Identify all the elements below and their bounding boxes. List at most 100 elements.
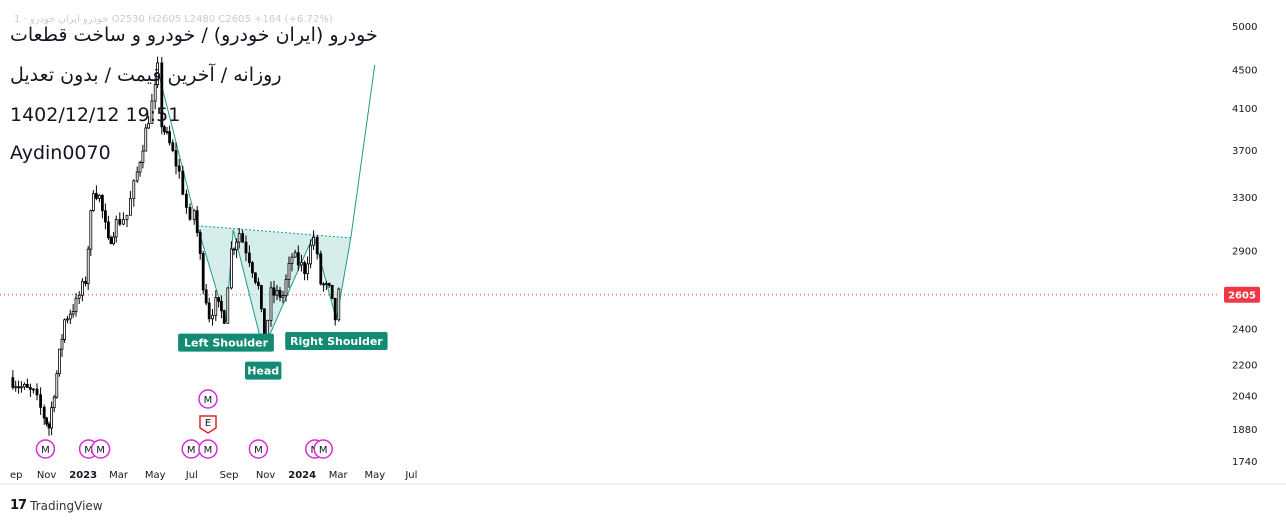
y-tick-label: 1740: [1232, 457, 1257, 468]
last-price-tag: [1224, 286, 1260, 303]
candle-body: [52, 396, 56, 409]
candle-body: [168, 131, 172, 144]
grid: [0, 294, 1286, 485]
candle-body: [74, 297, 78, 312]
candle-body: [17, 386, 20, 389]
candle-body: [293, 252, 297, 258]
candle-body: [269, 287, 273, 321]
candle-body: [71, 311, 75, 315]
last-price-label: 2605: [1228, 291, 1256, 302]
candle-body: [337, 288, 341, 321]
y-tick-label: 3300: [1232, 193, 1257, 204]
candle-body: [22, 383, 26, 388]
y-tick-label: 3700: [1232, 146, 1257, 157]
pattern-label-box: [245, 361, 282, 380]
candle-body: [66, 318, 69, 321]
y-tick-label: 2040: [1232, 391, 1257, 402]
timestamp: 1402/12/12 19:51: [10, 104, 181, 126]
candle-body: [118, 219, 122, 225]
candle-body: [211, 314, 214, 320]
candle-body: [184, 193, 188, 208]
candle-body: [235, 241, 239, 251]
meeting-marker: [198, 389, 218, 409]
meeting-marker: [35, 439, 56, 459]
candle-body: [125, 214, 129, 220]
meeting-marker-label: M: [319, 445, 328, 456]
earnings-marker-label: E: [205, 418, 211, 429]
x-tick-label: May: [145, 470, 166, 481]
candle-body: [309, 244, 313, 265]
candle-body: [290, 256, 294, 264]
candle-body: [287, 262, 291, 280]
candle-body: [217, 297, 221, 302]
candle-body: [135, 171, 139, 182]
candle-body: [101, 194, 104, 212]
y-tick-label: 5000: [1232, 22, 1257, 33]
time-axis[interactable]: ep Nov 2023 Mar May Jul Sep Nov 2024 Mar May Jul: [10, 470, 417, 481]
ohlc-readout: 1 · خودرو ایران خودرو O2530 H2605 L2480 …: [14, 14, 333, 25]
candle-body: [306, 263, 310, 275]
candle-body: [50, 407, 53, 429]
x-tick-label: 2024: [288, 470, 316, 481]
neckline: [197, 225, 351, 239]
candle-body: [333, 297, 337, 321]
pattern-label: Head: [247, 365, 279, 378]
candle-body: [160, 62, 164, 128]
price-axis[interactable]: 5000 4500 4100 3700 3300 2900 2400 2200 2040 1880…: [1224, 22, 1260, 468]
candle-body: [107, 221, 110, 239]
candle-body: [319, 253, 323, 285]
candle-body: [153, 84, 157, 102]
meeting-marker: [90, 439, 111, 459]
pattern-labels: Left Shoulder Head Right Shoulder: [178, 331, 388, 380]
event-markers: MMMMMMEMMM: [35, 389, 333, 459]
candle-body: [28, 387, 32, 390]
candle-body: [278, 289, 282, 298]
x-tick-label: Mar: [329, 470, 349, 481]
candle-body: [201, 253, 205, 291]
pattern-label: Right Shoulder: [290, 335, 383, 348]
candle-body: [322, 283, 326, 286]
candle-body: [241, 233, 245, 243]
candle-body: [58, 348, 61, 375]
candle-body: [89, 210, 93, 250]
candle-body: [281, 295, 285, 298]
candle-body: [232, 248, 236, 251]
candle-body: [138, 162, 142, 173]
meeting-marker-label: M: [41, 445, 50, 456]
candle-body: [174, 150, 178, 167]
candle-body: [214, 297, 218, 316]
candle-body: [144, 127, 148, 152]
candle-body: [68, 313, 72, 320]
candle-body: [177, 165, 181, 172]
candle-body: [259, 285, 263, 310]
candle-body: [181, 170, 185, 195]
candle-body: [300, 262, 303, 266]
x-tick-label: Nov: [256, 470, 276, 481]
candle-body: [55, 373, 59, 398]
candle-body: [229, 248, 233, 289]
candle-body: [222, 310, 226, 324]
y-tick-label: 2900: [1232, 246, 1257, 257]
candle-body: [296, 252, 300, 266]
candle-body: [244, 241, 248, 254]
candle-body: [192, 210, 196, 220]
candle-body: [324, 283, 328, 285]
candle-body: [98, 194, 101, 199]
candle-body: [150, 100, 154, 125]
meeting-marker-label: M: [204, 395, 213, 406]
meeting-marker-label: M: [84, 445, 93, 456]
candle-body: [63, 319, 66, 340]
candle-body: [165, 131, 169, 134]
candle-body: [132, 180, 136, 200]
candle-body: [247, 252, 251, 264]
candle-body: [162, 126, 166, 133]
candle-body: [207, 302, 211, 320]
x-tick-label: ep: [10, 470, 23, 481]
x-tick-label: Jul: [404, 470, 417, 481]
y-tick-label: 2400: [1232, 324, 1257, 335]
tradingview-footer[interactable]: 17 TradingView: [10, 498, 103, 513]
candles: [11, 56, 341, 436]
candle-body: [104, 210, 107, 223]
x-tick-label: May: [364, 470, 385, 481]
